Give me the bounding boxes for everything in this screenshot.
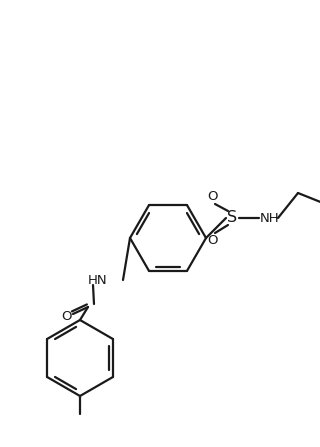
Text: S: S bbox=[227, 211, 237, 225]
Text: HN: HN bbox=[87, 274, 107, 287]
Text: NH: NH bbox=[260, 211, 280, 224]
Text: O: O bbox=[208, 233, 218, 246]
Text: O: O bbox=[208, 190, 218, 203]
Text: O: O bbox=[62, 309, 72, 322]
